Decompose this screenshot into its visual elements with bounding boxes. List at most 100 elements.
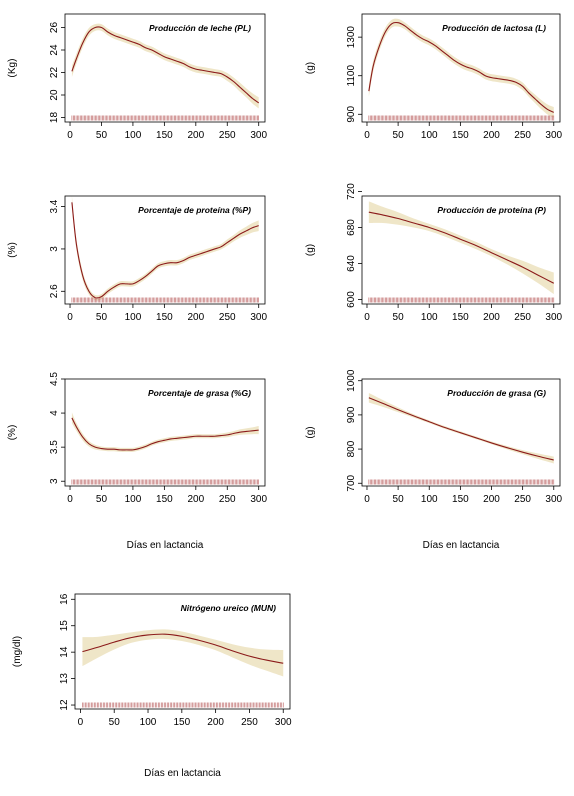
x-axis-label: Días en lactancia: [127, 540, 204, 551]
x-tick-label: 100: [140, 717, 157, 728]
y-tick-label: 1100: [346, 65, 357, 87]
y-tick-label: 16: [59, 593, 70, 605]
y-tick-label: 4.5: [49, 372, 60, 386]
panel-pp: 0 50 100 150 200 250 300 2.6 3 3.4 (%) Porcentaje d…: [7, 195, 267, 323]
series-line: [368, 397, 554, 461]
x-tick-label: 50: [96, 312, 108, 323]
x-tick-label: 200: [187, 130, 204, 141]
confidence-band: [71, 23, 259, 109]
x-tick-label: 200: [187, 312, 204, 323]
panel-title: Producción de grasa (G): [447, 388, 546, 398]
x-tick-label: 250: [219, 130, 236, 141]
y-axis-label: (g): [305, 426, 316, 438]
x-tick-label: 150: [156, 312, 173, 323]
x-tick-label: 50: [393, 130, 405, 141]
y-tick-label: 600: [346, 291, 357, 308]
y-axis-label: (mg/dl): [12, 636, 23, 667]
y-tick-label: 800: [346, 440, 357, 457]
y-tick-label: 14: [59, 646, 70, 658]
y-axis-label: (%): [7, 242, 18, 258]
x-tick-label: 300: [250, 312, 267, 323]
y-tick-label: 15: [59, 620, 70, 632]
y-tick-label: 13: [59, 673, 70, 685]
y-tick-label: 18: [49, 112, 60, 124]
x-tick-label: 250: [514, 130, 531, 141]
x-tick-label: 250: [514, 494, 531, 505]
y-tick-label: 3.4: [49, 199, 60, 213]
x-tick-label: 300: [250, 494, 267, 505]
y-tick-label: 26: [49, 22, 60, 34]
plot-frame: [361, 195, 561, 305]
plot-frame: [361, 13, 561, 123]
x-tick-label: 50: [96, 130, 108, 141]
series-line: [368, 211, 555, 284]
y-tick-label: 3: [49, 478, 60, 484]
y-tick-label: 12: [59, 699, 70, 711]
x-tick-label: 250: [514, 312, 531, 323]
panel-g: 0 50 100 150 200 250 300 700 800 900 1000 (g) Días e…: [305, 369, 563, 551]
rug-marks: [71, 297, 260, 303]
plot-frame: [64, 378, 266, 487]
x-tick-label: 200: [207, 717, 224, 728]
x-tick-label: 300: [545, 130, 562, 141]
series-line: [368, 21, 555, 113]
panel-pl: 0 50 100 150 200 250 300 18 20 22 24 26 (Kg) Producci…: [7, 13, 267, 141]
confidence-band: [71, 196, 259, 301]
y-tick-label: 1300: [346, 26, 357, 49]
x-tick-label: 0: [364, 130, 370, 141]
confidence-band: [82, 629, 284, 677]
y-tick-label: 700: [346, 474, 357, 491]
series-line: [71, 202, 259, 299]
series-line: [71, 26, 260, 104]
x-tick-label: 0: [78, 717, 84, 728]
x-tick-label: 200: [483, 312, 500, 323]
x-tick-label: 300: [275, 717, 292, 728]
panel-title: Porcentaje de grasa (%G): [148, 388, 251, 398]
x-tick-label: 250: [241, 717, 258, 728]
x-axis-label: Días en lactancia: [144, 768, 221, 779]
rug-marks: [71, 115, 260, 121]
x-tick-label: 100: [421, 312, 438, 323]
panel-title: Producción de lactosa (L): [442, 23, 546, 33]
x-tick-label: 50: [109, 717, 121, 728]
x-tick-label: 250: [219, 494, 236, 505]
rug-marks: [368, 115, 555, 121]
x-tick-label: 100: [421, 130, 438, 141]
panel-pg: 0 50 100 150 200 250 300 3 3.5 4 4.5 (%) Días en lac…: [7, 372, 267, 551]
y-tick-label: 24: [49, 44, 60, 56]
x-tick-label: 0: [67, 494, 73, 505]
y-axis-label: (g): [305, 244, 316, 256]
plot-frame: [361, 378, 561, 487]
y-tick-label: 3.5: [49, 440, 60, 454]
x-tick-label: 150: [452, 130, 469, 141]
y-tick-label: 20: [49, 89, 60, 101]
x-tick-label: 50: [393, 494, 405, 505]
confidence-band: [368, 201, 554, 295]
x-tick-label: 100: [125, 312, 142, 323]
panel-title: Nitrógeno ureico (MUN): [181, 603, 277, 613]
x-tick-label: 300: [545, 312, 562, 323]
x-axis-label: Días en lactancia: [423, 540, 500, 551]
panel-title: Producción de leche (PL): [149, 23, 251, 33]
y-tick-label: 720: [346, 183, 357, 200]
x-tick-label: 200: [187, 494, 204, 505]
series-line: [71, 417, 259, 451]
y-axis-label: (Kg): [7, 59, 18, 78]
y-tick-label: 2.6: [49, 284, 60, 298]
x-tick-label: 150: [452, 494, 469, 505]
panel-l: 0 50 100 150 200 250 300 900 1100 1300 (g) Producci…: [305, 13, 563, 141]
panel-mun: 0 50 100 150 200 250 300 12 13 14 15 16 (mg/dl) Días …: [12, 593, 292, 779]
y-tick-label: 640: [346, 255, 357, 272]
confidence-band: [368, 393, 554, 464]
x-tick-label: 0: [67, 312, 73, 323]
panel-title: Producción de proteína (P): [437, 205, 546, 215]
x-tick-label: 250: [219, 312, 236, 323]
x-tick-label: 0: [364, 312, 370, 323]
x-tick-label: 200: [483, 130, 500, 141]
x-tick-label: 50: [393, 312, 405, 323]
x-tick-label: 300: [250, 130, 267, 141]
panel-title: Porcentaje de proteína (%P): [138, 205, 251, 215]
y-tick-label: 900: [346, 106, 357, 123]
rug-marks: [368, 297, 555, 303]
x-tick-label: 0: [67, 130, 73, 141]
